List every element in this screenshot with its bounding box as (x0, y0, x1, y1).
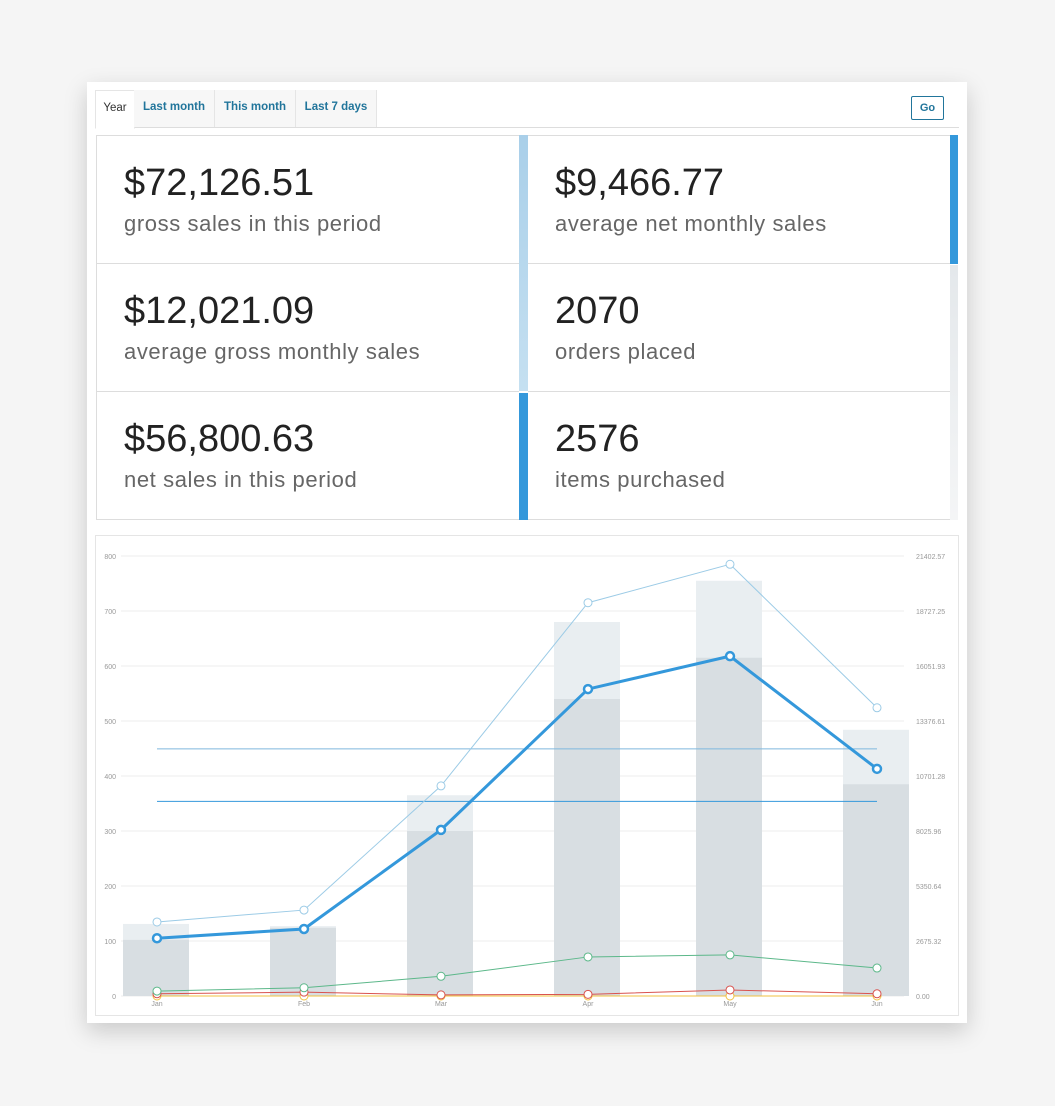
stat-value: $9,466.77 (555, 162, 725, 204)
data-point (435, 824, 447, 836)
right-axis-tick: 8025.96 (916, 829, 941, 836)
right-axis-tick: 21402.57 (916, 554, 945, 561)
stat-label: net sales in this period (124, 467, 358, 492)
data-point (872, 963, 882, 973)
left-axis-tick: 700 (104, 609, 116, 616)
stat-orders-placed: 2070 orders placed (528, 263, 950, 392)
left-axis-tick: 400 (104, 774, 116, 781)
data-point (151, 932, 163, 944)
stat-gross-sales: $72,126.51 gross sales in this period (96, 135, 519, 264)
reports-card: Year Last month This month Last 7 days G… (87, 82, 967, 1023)
stat-label: gross sales in this period (124, 211, 382, 236)
data-point (872, 989, 882, 999)
series-indicator-blue (950, 135, 958, 264)
stat-net-sales: $56,800.63 net sales in this period (96, 391, 519, 520)
tab-this-month[interactable]: This month (215, 90, 296, 127)
x-axis-tick: Jun (871, 1001, 882, 1008)
right-axis-tick: 0.00 (916, 994, 930, 1001)
x-axis-tick: Apr (583, 1001, 595, 1008)
data-point (436, 990, 446, 1000)
stat-items-purchased: 2576 items purchased (528, 391, 950, 520)
tab-last-month[interactable]: Last month (134, 90, 215, 127)
series-indicator-light (519, 135, 528, 391)
series-line (156, 954, 878, 992)
left-axis-tick: 600 (104, 664, 116, 671)
period-tabs: Year Last month This month Last 7 days G… (95, 90, 959, 129)
left-axis-tick: 300 (104, 829, 116, 836)
series-line (156, 654, 878, 940)
data-point (582, 683, 594, 695)
data-point (725, 559, 735, 569)
data-point (583, 952, 593, 962)
tab-last-7-days[interactable]: Last 7 days (296, 90, 377, 127)
series-indicator-blue (519, 393, 528, 520)
data-point (436, 781, 446, 791)
right-axis-tick: 2675.32 (916, 939, 941, 946)
bar (696, 657, 762, 996)
data-point (299, 905, 309, 915)
left-axis-tick: 100 (104, 939, 116, 946)
stat-value: $72,126.51 (124, 162, 315, 204)
right-axis-tick: 16051.93 (916, 664, 945, 671)
series-line (156, 563, 878, 923)
left-axis-tick: 500 (104, 719, 116, 726)
stat-label: items purchased (555, 467, 726, 492)
stat-value: $56,800.63 (124, 418, 315, 460)
data-point (436, 971, 446, 981)
stat-label: average gross monthly sales (124, 339, 421, 364)
stat-avg-net-monthly: $9,466.77 average net monthly sales (528, 135, 950, 264)
right-axis-tick: 18727.25 (916, 609, 945, 616)
bar (123, 939, 189, 996)
data-point (583, 598, 593, 608)
bar (407, 831, 473, 996)
x-axis-tick: Mar (435, 1001, 448, 1008)
data-point (299, 983, 309, 993)
stat-value: 2576 (555, 418, 640, 460)
data-point (298, 923, 310, 935)
stat-avg-gross-monthly: $12,021.09 average gross monthly sales (96, 263, 519, 392)
stat-label: average net monthly sales (555, 211, 827, 236)
tab-year[interactable]: Year (95, 90, 135, 129)
data-point (583, 989, 593, 999)
bar (843, 784, 909, 996)
x-axis-tick: May (723, 1001, 737, 1008)
right-axis-tick: 5350.64 (916, 884, 941, 891)
x-axis-tick: Feb (298, 1001, 310, 1008)
go-button[interactable]: Go (911, 96, 944, 120)
data-point (725, 985, 735, 995)
data-point (872, 703, 882, 713)
bar (554, 699, 620, 996)
data-point (724, 650, 736, 662)
stat-value: $12,021.09 (124, 290, 315, 332)
series-line (156, 989, 878, 996)
x-axis-tick: Jan (151, 1001, 162, 1008)
left-axis-tick: 200 (104, 884, 116, 891)
right-axis-tick: 10701.28 (916, 774, 945, 781)
data-point (725, 950, 735, 960)
right-axis-tick: 13376.61 (916, 719, 945, 726)
series-indicator-grey (950, 265, 958, 520)
left-axis-tick: 800 (104, 554, 116, 561)
data-point (152, 986, 162, 996)
sales-chart: 0 0.00 100 2675.32 200 5350.64 300 8025.96 400 10… (95, 535, 959, 1016)
data-point (152, 917, 162, 927)
stat-value: 2070 (555, 290, 640, 332)
data-point (871, 763, 883, 775)
chart-svg: 0 0.00 100 2675.32 200 5350.64 300 8025.96 400 10… (104, 554, 945, 1008)
left-axis-tick: 0 (112, 994, 116, 1001)
stat-label: orders placed (555, 339, 697, 364)
